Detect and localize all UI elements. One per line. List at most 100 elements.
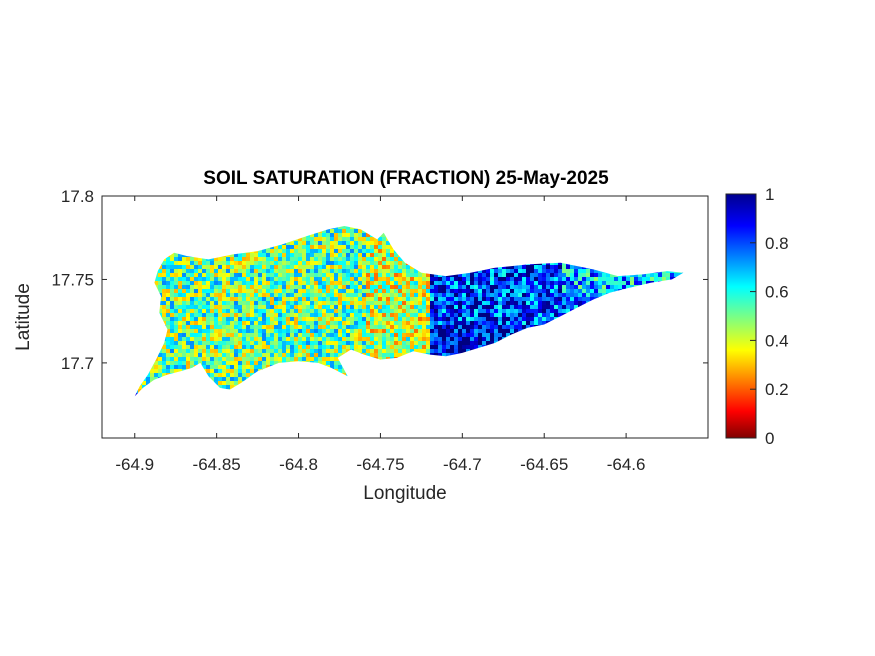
heatmap-cell: [314, 321, 318, 325]
heatmap-cell: [338, 317, 342, 321]
heatmap-cell: [306, 241, 310, 245]
heatmap-cell: [314, 289, 318, 293]
heatmap-cell: [418, 305, 422, 309]
heatmap-cell: [202, 285, 206, 289]
heatmap-cell: [370, 317, 374, 321]
heatmap-cell: [306, 269, 310, 273]
heatmap-cell: [602, 273, 606, 277]
heatmap-cell: [410, 293, 414, 297]
heatmap-cell: [258, 289, 262, 293]
heatmap-cell: [326, 257, 330, 261]
heatmap-cell: [378, 253, 382, 257]
heatmap-cell: [226, 329, 230, 333]
heatmap-cell: [430, 341, 434, 345]
heatmap-cell: [290, 345, 294, 349]
heatmap-cell: [322, 285, 326, 289]
heatmap-cell: [206, 361, 210, 365]
heatmap-cell: [298, 257, 302, 261]
heatmap-cell: [414, 277, 418, 281]
heatmap-cell: [482, 313, 486, 317]
plot-area: -64.9 -64.85 -64.8 -64.75 -64.7 -64.65 -64.6 1…: [51, 187, 709, 474]
heatmap-cell: [290, 321, 294, 325]
heatmap-cell: [330, 317, 334, 321]
heatmap-cell: [382, 301, 386, 305]
heatmap-cell: [242, 265, 246, 269]
heatmap-cell: [330, 341, 334, 345]
heatmap-cell: [362, 293, 366, 297]
heatmap-cell: [550, 293, 554, 297]
heatmap-cell: [278, 301, 282, 305]
heatmap-cell: [570, 281, 574, 285]
heatmap-cell: [374, 317, 378, 321]
heatmap-cell: [258, 277, 262, 281]
heatmap-cell: [286, 297, 290, 301]
heatmap-cell: [538, 293, 542, 297]
heatmap-cell: [334, 261, 338, 265]
heatmap-cell: [486, 309, 490, 313]
heatmap-cell: [414, 269, 418, 273]
heatmap-cell: [494, 313, 498, 317]
heatmap-cell: [438, 281, 442, 285]
heatmap-cell: [414, 281, 418, 285]
heatmap-cell: [306, 349, 310, 353]
heatmap-cell: [502, 285, 506, 289]
heatmap-cell: [434, 313, 438, 317]
heatmap-cell: [510, 297, 514, 301]
heatmap-cell: [398, 325, 402, 329]
heatmap-cell: [234, 309, 238, 313]
heatmap-cell: [230, 285, 234, 289]
heatmap-cell: [162, 353, 166, 357]
heatmap-cell: [226, 317, 230, 321]
heatmap-cell: [398, 313, 402, 317]
heatmap-cell: [366, 301, 370, 305]
heatmap-cell: [370, 277, 374, 281]
heatmap-cell: [530, 265, 534, 269]
heatmap-cell: [410, 277, 414, 281]
heatmap-cell: [510, 321, 514, 325]
heatmap-cell: [198, 361, 202, 365]
heatmap-cell: [166, 325, 170, 329]
heatmap-cell: [434, 329, 438, 333]
heatmap-cell: [306, 329, 310, 333]
heatmap-cell: [302, 297, 306, 301]
heatmap-cell: [490, 297, 494, 301]
heatmap-cell: [186, 325, 190, 329]
heatmap-cell: [194, 257, 198, 261]
heatmap-cell: [354, 309, 358, 313]
heatmap-cell: [502, 329, 506, 333]
heatmap-cell: [386, 249, 390, 253]
heatmap-cell: [446, 333, 450, 337]
heatmap-cell: [318, 293, 322, 297]
heatmap-cell: [622, 285, 626, 289]
heatmap-cell: [258, 317, 262, 321]
heatmap-cell: [350, 317, 354, 321]
heatmap-cell: [550, 265, 554, 269]
heatmap-cell: [262, 325, 266, 329]
heatmap-cell: [206, 329, 210, 333]
heatmap-cell: [390, 305, 394, 309]
heatmap-cell: [362, 345, 366, 349]
heatmap-cell: [414, 333, 418, 337]
heatmap-cell: [566, 273, 570, 277]
heatmap-cell: [522, 321, 526, 325]
heatmap-cell: [358, 325, 362, 329]
heatmap-cell: [246, 313, 250, 317]
heatmap-cell: [290, 269, 294, 273]
heatmap-cell: [430, 305, 434, 309]
heatmap-cell: [510, 317, 514, 321]
heatmap-cell: [330, 281, 334, 285]
heatmap-cell: [510, 309, 514, 313]
heatmap-cell: [398, 341, 402, 345]
heatmap-cell: [322, 265, 326, 269]
heatmap-cell: [522, 305, 526, 309]
heatmap-cell: [294, 297, 298, 301]
heatmap-cell: [554, 297, 558, 301]
heatmap-cell: [174, 293, 178, 297]
heatmap-cell: [582, 301, 586, 305]
heatmap-cell: [162, 281, 166, 285]
heatmap-cell: [326, 265, 330, 269]
heatmap-cell: [170, 353, 174, 357]
heatmap-cell: [346, 305, 350, 309]
heatmap-cell: [234, 333, 238, 337]
heatmap-cell: [386, 277, 390, 281]
